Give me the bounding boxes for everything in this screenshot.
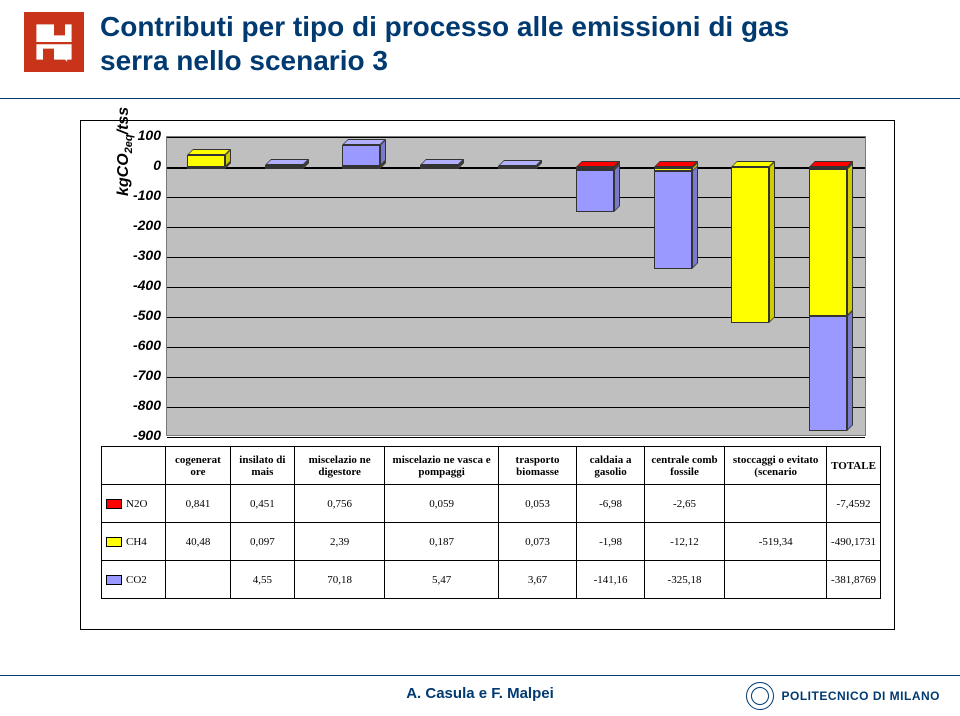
table-cell: 3,67: [498, 561, 577, 599]
ytick-label: -400: [113, 277, 161, 293]
table-corner: [102, 447, 166, 485]
table-column-header: stoccaggi o evitato (scenario: [725, 447, 827, 485]
table-cell: [725, 485, 827, 523]
table-cell: -141,16: [577, 561, 644, 599]
footer-org-logo: POLITECNICO DI MILANO: [746, 682, 941, 710]
table-cell: 0,756: [294, 485, 385, 523]
table-cell: [166, 561, 231, 599]
table-column-header: insilato di mais: [230, 447, 294, 485]
table-cell: -381,8769: [827, 561, 881, 599]
table-row: CH4 40,480,0972,390,1870,073-1,98-12,12-5…: [102, 523, 881, 561]
title-line-1: Contributi per tipo di processo alle emi…: [100, 11, 789, 42]
ytick-label: -200: [113, 217, 161, 233]
table-cell: 0,841: [166, 485, 231, 523]
table-cell: 0,053: [498, 485, 577, 523]
chart-container: kgCO2eq/tss cogenerat oreinsilato di mai…: [80, 120, 895, 630]
bar-group: [342, 137, 380, 437]
bar-group: [498, 137, 536, 437]
table-column-header: miscelazio ne digestore: [294, 447, 385, 485]
slide-title: Contributi per tipo di processo alle emi…: [100, 10, 789, 77]
ytick-label: -700: [113, 367, 161, 383]
table-cell: 0,097: [230, 523, 294, 561]
legend-label: CH4: [126, 536, 147, 548]
crest-icon: [746, 682, 774, 710]
legend-label: N2O: [126, 498, 147, 510]
ytick-label: -500: [113, 307, 161, 323]
table-row-header: N2O: [102, 485, 166, 523]
table-cell: -519,34: [725, 523, 827, 561]
table-row: N2O 0,8410,4510,7560,0590,053-6,98-2,65 -7…: [102, 485, 881, 523]
legend-swatch: [106, 499, 122, 509]
header-divider: [0, 98, 960, 99]
bar-group: [187, 137, 225, 437]
ytick-label: -600: [113, 337, 161, 353]
table-cell: 2,39: [294, 523, 385, 561]
ytick-label: 100: [113, 127, 161, 143]
table-cell: [725, 561, 827, 599]
table-cell: -490,1731: [827, 523, 881, 561]
table-row-header: CO2: [102, 561, 166, 599]
table-cell: 0,073: [498, 523, 577, 561]
bar-group: [420, 137, 458, 437]
table-column-header: TOTALE: [827, 447, 881, 485]
table-column-header: trasporto biomasse: [498, 447, 577, 485]
table-cell: -7,4592: [827, 485, 881, 523]
table-cell: 5,47: [385, 561, 498, 599]
chart-data-table: cogenerat oreinsilato di maismiscelazio …: [101, 446, 881, 599]
bar-group: [576, 137, 614, 437]
ytick-label: -100: [113, 187, 161, 203]
table-cell: 0,187: [385, 523, 498, 561]
table-cell: -2,65: [644, 485, 725, 523]
footer-divider: [0, 675, 960, 676]
table-cell: 40,48: [166, 523, 231, 561]
table-cell: -325,18: [644, 561, 725, 599]
legend-swatch: [106, 537, 122, 547]
table-cell: 70,18: [294, 561, 385, 599]
brand-logo: [24, 12, 84, 72]
legend-swatch: [106, 575, 122, 585]
table-cell: -1,98: [577, 523, 644, 561]
ytick-label: -300: [113, 247, 161, 263]
bar-group: [809, 137, 847, 437]
table-column-header: caldaia a gasolio: [577, 447, 644, 485]
table-cell: 4,55: [230, 561, 294, 599]
footer-org-text: POLITECNICO DI MILANO: [782, 689, 941, 703]
y-axis-label: kgCO2eq/tss: [115, 107, 135, 196]
table-cell: -12,12: [644, 523, 725, 561]
table-column-header: cogenerat ore: [166, 447, 231, 485]
table-row-header: CH4: [102, 523, 166, 561]
table-cell: 0,059: [385, 485, 498, 523]
table-cell: -6,98: [577, 485, 644, 523]
table-cell: 0,451: [230, 485, 294, 523]
plot-area: [166, 136, 866, 436]
ytick-label: 0: [113, 157, 161, 173]
ytick-label: -800: [113, 397, 161, 413]
table-column-header: centrale comb fossile: [644, 447, 725, 485]
ytick-label: -900: [113, 427, 161, 443]
table-column-header: miscelazio ne vasca e pompaggi: [385, 447, 498, 485]
bar-group: [265, 137, 303, 437]
bar-group: [654, 137, 692, 437]
table-row: CO2 4,5570,185,473,67-141,16-325,18 -381,8…: [102, 561, 881, 599]
title-line-2: serra nello scenario 3: [100, 45, 388, 76]
legend-label: CO2: [126, 574, 147, 586]
bar-group: [731, 137, 769, 437]
